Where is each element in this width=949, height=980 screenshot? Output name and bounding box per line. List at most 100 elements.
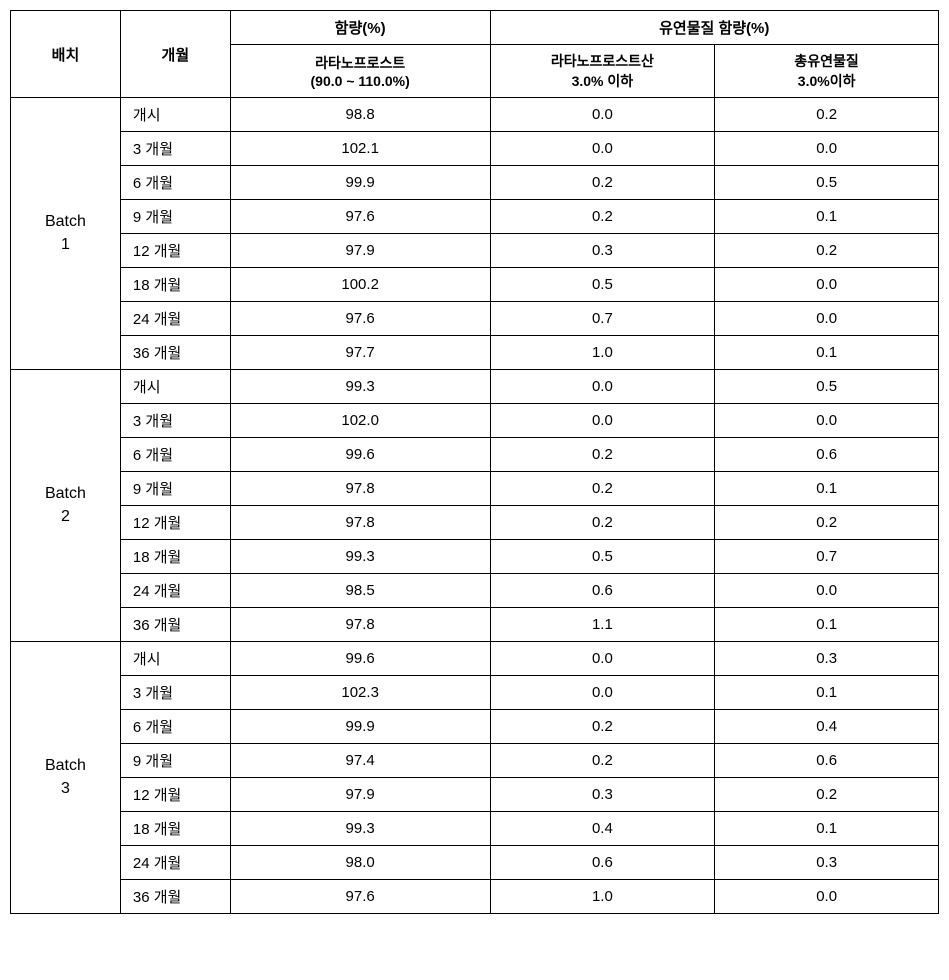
impurity2-cell: 0.1 xyxy=(715,676,939,710)
impurity2-cell: 0.0 xyxy=(715,268,939,302)
impurity2-cell: 0.1 xyxy=(715,608,939,642)
content-cell: 97.4 xyxy=(230,744,490,778)
content-cell: 99.3 xyxy=(230,812,490,846)
table-row: 6 개월99.60.20.6 xyxy=(11,438,939,472)
month-cell: 3 개월 xyxy=(120,132,230,166)
impurity2-cell: 0.1 xyxy=(715,336,939,370)
impurity2-cell: 0.0 xyxy=(715,132,939,166)
table-row: 3 개월102.10.00.0 xyxy=(11,132,939,166)
month-cell: 9 개월 xyxy=(120,200,230,234)
impurity1-cell: 0.0 xyxy=(490,370,715,404)
table-row: 6 개월99.90.20.4 xyxy=(11,710,939,744)
month-cell: 3 개월 xyxy=(120,676,230,710)
header-batch: 배치 xyxy=(11,11,121,98)
table-row: 9 개월97.60.20.1 xyxy=(11,200,939,234)
month-cell: 9 개월 xyxy=(120,744,230,778)
impurity2-cell: 0.1 xyxy=(715,472,939,506)
impurity2-cell: 0.0 xyxy=(715,574,939,608)
content-cell: 98.0 xyxy=(230,846,490,880)
impurity1-cell: 0.6 xyxy=(490,846,715,880)
impurity1-cell: 0.0 xyxy=(490,642,715,676)
month-cell: 12 개월 xyxy=(120,234,230,268)
header-impurity-group: 유연물질 함량(%) xyxy=(490,11,939,45)
impurity2-cell: 0.2 xyxy=(715,778,939,812)
header-content-group: 함량(%) xyxy=(230,11,490,45)
content-cell: 102.3 xyxy=(230,676,490,710)
impurity1-cell: 0.3 xyxy=(490,234,715,268)
content-cell: 97.6 xyxy=(230,880,490,914)
stability-data-table: 배치 개월 함량(%) 유연물질 함량(%) 라타노프로스트(90.0 ~ 11… xyxy=(10,10,939,914)
table-row: 12 개월97.90.30.2 xyxy=(11,778,939,812)
month-cell: 18 개월 xyxy=(120,268,230,302)
table-row: 24 개월98.00.60.3 xyxy=(11,846,939,880)
impurity1-cell: 0.7 xyxy=(490,302,715,336)
header-month: 개월 xyxy=(120,11,230,98)
table-row: 12 개월97.80.20.2 xyxy=(11,506,939,540)
month-cell: 24 개월 xyxy=(120,846,230,880)
impurity2-cell: 0.2 xyxy=(715,506,939,540)
table-row: 36 개월97.61.00.0 xyxy=(11,880,939,914)
impurity2-cell: 0.5 xyxy=(715,370,939,404)
content-cell: 97.9 xyxy=(230,778,490,812)
content-cell: 97.6 xyxy=(230,200,490,234)
batch-label-cell: Batch2 xyxy=(11,370,121,642)
header-content-sub: 라타노프로스트(90.0 ~ 110.0%) xyxy=(230,45,490,98)
content-cell: 99.3 xyxy=(230,540,490,574)
impurity2-cell: 0.3 xyxy=(715,642,939,676)
month-cell: 36 개월 xyxy=(120,608,230,642)
table-row: Batch3개시99.60.00.3 xyxy=(11,642,939,676)
month-cell: 12 개월 xyxy=(120,778,230,812)
impurity2-cell: 0.6 xyxy=(715,744,939,778)
impurity2-cell: 0.1 xyxy=(715,200,939,234)
month-cell: 3 개월 xyxy=(120,404,230,438)
content-cell: 102.0 xyxy=(230,404,490,438)
batch-label-cell: Batch3 xyxy=(11,642,121,914)
impurity1-cell: 0.0 xyxy=(490,132,715,166)
table-row: 24 개월97.60.70.0 xyxy=(11,302,939,336)
month-cell: 개시 xyxy=(120,642,230,676)
header-impurity-sub1: 라타노프로스트산3.0% 이하 xyxy=(490,45,715,98)
table-row: 9 개월97.80.20.1 xyxy=(11,472,939,506)
month-cell: 6 개월 xyxy=(120,438,230,472)
content-cell: 99.3 xyxy=(230,370,490,404)
table-body: Batch1개시98.80.00.23 개월102.10.00.06 개월99.… xyxy=(11,98,939,914)
impurity1-cell: 1.0 xyxy=(490,880,715,914)
month-cell: 9 개월 xyxy=(120,472,230,506)
table-row: 36 개월97.71.00.1 xyxy=(11,336,939,370)
impurity1-cell: 0.0 xyxy=(490,98,715,132)
month-cell: 개시 xyxy=(120,98,230,132)
content-cell: 98.8 xyxy=(230,98,490,132)
impurity1-cell: 0.2 xyxy=(490,166,715,200)
impurity1-cell: 0.3 xyxy=(490,778,715,812)
month-cell: 6 개월 xyxy=(120,710,230,744)
month-cell: 24 개월 xyxy=(120,302,230,336)
impurity2-cell: 0.0 xyxy=(715,302,939,336)
content-cell: 97.8 xyxy=(230,506,490,540)
impurity2-cell: 0.6 xyxy=(715,438,939,472)
content-cell: 100.2 xyxy=(230,268,490,302)
impurity2-cell: 0.0 xyxy=(715,880,939,914)
month-cell: 18 개월 xyxy=(120,812,230,846)
table-row: Batch1개시98.80.00.2 xyxy=(11,98,939,132)
impurity2-cell: 0.5 xyxy=(715,166,939,200)
month-cell: 개시 xyxy=(120,370,230,404)
table-row: 18 개월100.20.50.0 xyxy=(11,268,939,302)
content-cell: 97.8 xyxy=(230,472,490,506)
table-row: 18 개월99.30.50.7 xyxy=(11,540,939,574)
impurity1-cell: 0.5 xyxy=(490,540,715,574)
impurity2-cell: 0.2 xyxy=(715,234,939,268)
month-cell: 18 개월 xyxy=(120,540,230,574)
impurity1-cell: 0.0 xyxy=(490,404,715,438)
header-row-1: 배치 개월 함량(%) 유연물질 함량(%) xyxy=(11,11,939,45)
impurity1-cell: 0.0 xyxy=(490,676,715,710)
month-cell: 24 개월 xyxy=(120,574,230,608)
impurity2-cell: 0.4 xyxy=(715,710,939,744)
content-cell: 97.9 xyxy=(230,234,490,268)
impurity2-cell: 0.2 xyxy=(715,98,939,132)
month-cell: 6 개월 xyxy=(120,166,230,200)
table-row: 24 개월98.50.60.0 xyxy=(11,574,939,608)
content-cell: 97.6 xyxy=(230,302,490,336)
impurity2-cell: 0.3 xyxy=(715,846,939,880)
content-cell: 99.9 xyxy=(230,166,490,200)
table-row: 3 개월102.00.00.0 xyxy=(11,404,939,438)
